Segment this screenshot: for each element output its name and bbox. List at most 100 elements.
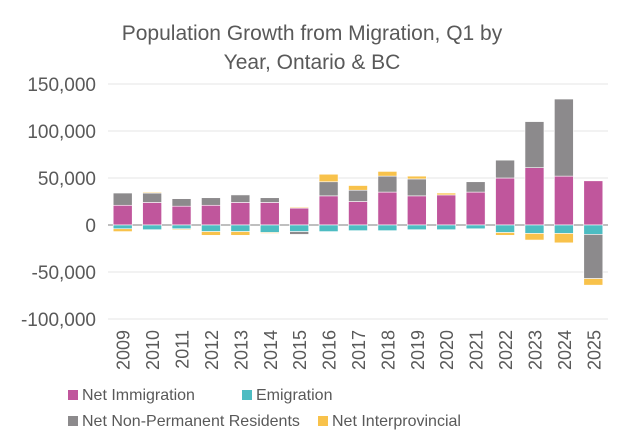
bar-net-immigration-2023	[524, 167, 545, 226]
bar-net-interprovincial-2011	[171, 228, 192, 230]
legend-swatch	[242, 390, 252, 400]
bar-net-immigration-2014	[259, 202, 280, 226]
bar-net-non-permanent-residents-2011	[171, 198, 192, 207]
bar-net-immigration-2019	[407, 195, 427, 226]
bar-net-non-permanent-residents-2015	[289, 231, 309, 235]
bar-net-non-permanent-residents-2014	[259, 197, 280, 203]
y-tick-label: 0	[85, 216, 96, 237]
bar-emigration-2010	[142, 224, 162, 230]
bar-net-immigration-2013	[230, 202, 251, 226]
bar-net-immigration-2016	[318, 195, 339, 226]
bar-net-immigration-2018	[377, 191, 398, 226]
bar-emigration-2013	[230, 224, 251, 232]
x-tick-label: 2024	[555, 330, 575, 370]
bar-net-immigration-2015	[289, 207, 309, 226]
bar-emigration-2012	[201, 224, 221, 232]
bar-net-interprovincial-2013	[230, 231, 251, 236]
legend-swatch	[318, 416, 328, 426]
bar-net-interprovincial-2022	[495, 232, 515, 236]
bar-net-non-permanent-residents-2022	[495, 159, 515, 179]
bar-net-non-permanent-residents-2010	[142, 192, 162, 203]
bar-net-interprovincial-2014	[259, 232, 280, 234]
bar-emigration-2015	[289, 224, 309, 232]
bar-net-immigration-2022	[495, 177, 515, 226]
legend-label: Net Non-Permanent Residents	[82, 413, 300, 430]
x-tick-label: 2012	[202, 330, 222, 370]
bar-net-non-permanent-residents-2012	[201, 197, 221, 206]
bar-net-non-permanent-residents-2023	[524, 121, 545, 168]
bar-emigration-2021	[465, 224, 486, 230]
bar-net-immigration-2009	[112, 204, 133, 226]
x-tick-label: 2025	[584, 330, 604, 370]
chart-title-line-2: Year, Ontario & BC	[224, 51, 401, 74]
bar-net-non-permanent-residents-2018	[377, 175, 398, 193]
y-tick-label: -100,000	[21, 310, 96, 331]
bar-net-interprovincial-2012	[201, 231, 221, 236]
bar-emigration-2017	[348, 224, 368, 231]
x-tick-label: 2017	[349, 330, 369, 370]
x-tick-label: 2013	[231, 330, 251, 370]
bar-emigration-2014	[259, 224, 280, 233]
bar-net-non-permanent-residents-2021	[465, 181, 486, 193]
x-tick-label: 2019	[408, 330, 428, 370]
y-tick-label: -50,000	[32, 263, 96, 284]
bar-net-interprovincial-2017	[348, 185, 368, 191]
bar-net-non-permanent-residents-2016	[318, 181, 339, 197]
legend-label: Emigration	[256, 387, 332, 404]
x-tick-label: 2020	[437, 330, 457, 370]
bar-net-non-permanent-residents-2024	[554, 98, 574, 177]
x-tick-label: 2021	[467, 330, 487, 370]
bar-emigration-2023	[524, 224, 545, 234]
bar-net-immigration-2010	[142, 202, 162, 226]
legend-label: Net Immigration	[82, 387, 195, 404]
bar-net-non-permanent-residents-2009	[112, 192, 133, 206]
bar-net-non-permanent-residents-2025	[583, 234, 604, 279]
bar-net-immigration-2020	[436, 194, 457, 226]
bar-net-interprovincial-2015	[289, 206, 309, 209]
y-tick-label: 50,000	[38, 169, 96, 190]
bar-net-immigration-2012	[201, 204, 221, 226]
x-tick-label: 2018	[378, 330, 398, 370]
x-tick-label: 2022	[496, 330, 516, 370]
y-tick-label: 150,000	[27, 75, 96, 96]
bar-net-non-permanent-residents-2019	[407, 178, 427, 197]
bar-net-interprovincial-2019	[407, 175, 427, 180]
bar-net-non-permanent-residents-2013	[230, 194, 251, 203]
bar-net-interprovincial-2009	[112, 228, 133, 232]
bar-emigration-2018	[377, 224, 398, 231]
legend-label: Net Interprovincial	[332, 413, 461, 430]
bar-net-interprovincial-2023	[524, 233, 545, 241]
bar-emigration-2025	[583, 224, 604, 235]
bar-net-interprovincial-2025	[583, 278, 604, 286]
bar-emigration-2019	[407, 224, 427, 230]
bar-emigration-2024	[554, 224, 574, 234]
bar-net-immigration-2025	[583, 180, 604, 226]
bar-net-immigration-2021	[465, 191, 486, 226]
bar-net-interprovincial-2020	[436, 192, 457, 196]
bar-net-non-permanent-residents-2017	[348, 189, 368, 202]
bar-net-interprovincial-2018	[377, 171, 398, 177]
chart-title-line-1: Population Growth from Migration, Q1 by	[122, 22, 503, 45]
bar-emigration-2009	[112, 224, 133, 230]
bar-net-interprovincial-2016	[318, 173, 339, 183]
x-tick-label: 2014	[261, 330, 281, 370]
legend-swatch	[68, 390, 78, 400]
bar-emigration-2016	[318, 224, 339, 232]
bar-net-immigration-2024	[554, 175, 574, 226]
bar-emigration-2011	[171, 224, 192, 230]
bar-net-interprovincial-2024	[554, 233, 574, 244]
bar-emigration-2022	[495, 224, 515, 233]
bar-net-interprovincial-2010	[142, 191, 162, 194]
x-tick-label: 2023	[525, 330, 545, 370]
bar-net-immigration-2011	[171, 205, 192, 226]
x-tick-label: 2016	[320, 330, 340, 370]
bar-emigration-2020	[436, 224, 457, 230]
legend-swatch	[68, 416, 78, 426]
x-tick-label: 2009	[114, 330, 134, 370]
x-tick-label: 2010	[143, 330, 163, 370]
x-tick-label: 2011	[173, 330, 193, 369]
x-tick-label: 2015	[290, 330, 310, 370]
y-tick-label: 100,000	[27, 122, 96, 143]
